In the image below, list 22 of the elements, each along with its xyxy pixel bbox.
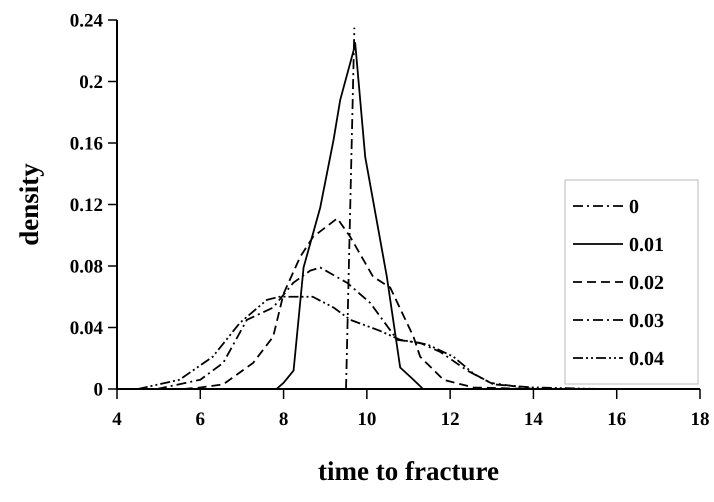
y-tick-label: 0.24 — [70, 10, 104, 32]
y-axis-title: density — [14, 162, 44, 246]
y-tick-label: 0.16 — [70, 134, 103, 155]
legend-label: 0.02 — [629, 272, 664, 294]
y-tick-label: 0 — [94, 380, 103, 401]
y-tick-label: 0.2 — [79, 72, 103, 94]
legend-label: 0.03 — [629, 310, 664, 332]
x-tick-label: 6 — [196, 409, 206, 430]
x-tick-label: 14 — [524, 409, 544, 430]
y-tick-label: 0.08 — [70, 256, 103, 278]
x-tick-label: 18 — [690, 409, 710, 430]
x-tick-label: 4 — [112, 409, 122, 430]
x-tick-label: 8 — [278, 409, 288, 430]
y-tick-label: 0.12 — [70, 195, 103, 216]
legend-label: 0.04 — [629, 348, 664, 370]
x-tick-label: 10 — [357, 409, 376, 430]
legend-label: 0.01 — [629, 234, 664, 256]
y-tick-label: 0.04 — [70, 318, 104, 340]
legend-label: 0 — [629, 196, 639, 218]
x-axis-title: time to fracture — [318, 456, 499, 486]
x-tick-label: 16 — [607, 409, 626, 430]
x-tick-label: 12 — [440, 409, 460, 430]
